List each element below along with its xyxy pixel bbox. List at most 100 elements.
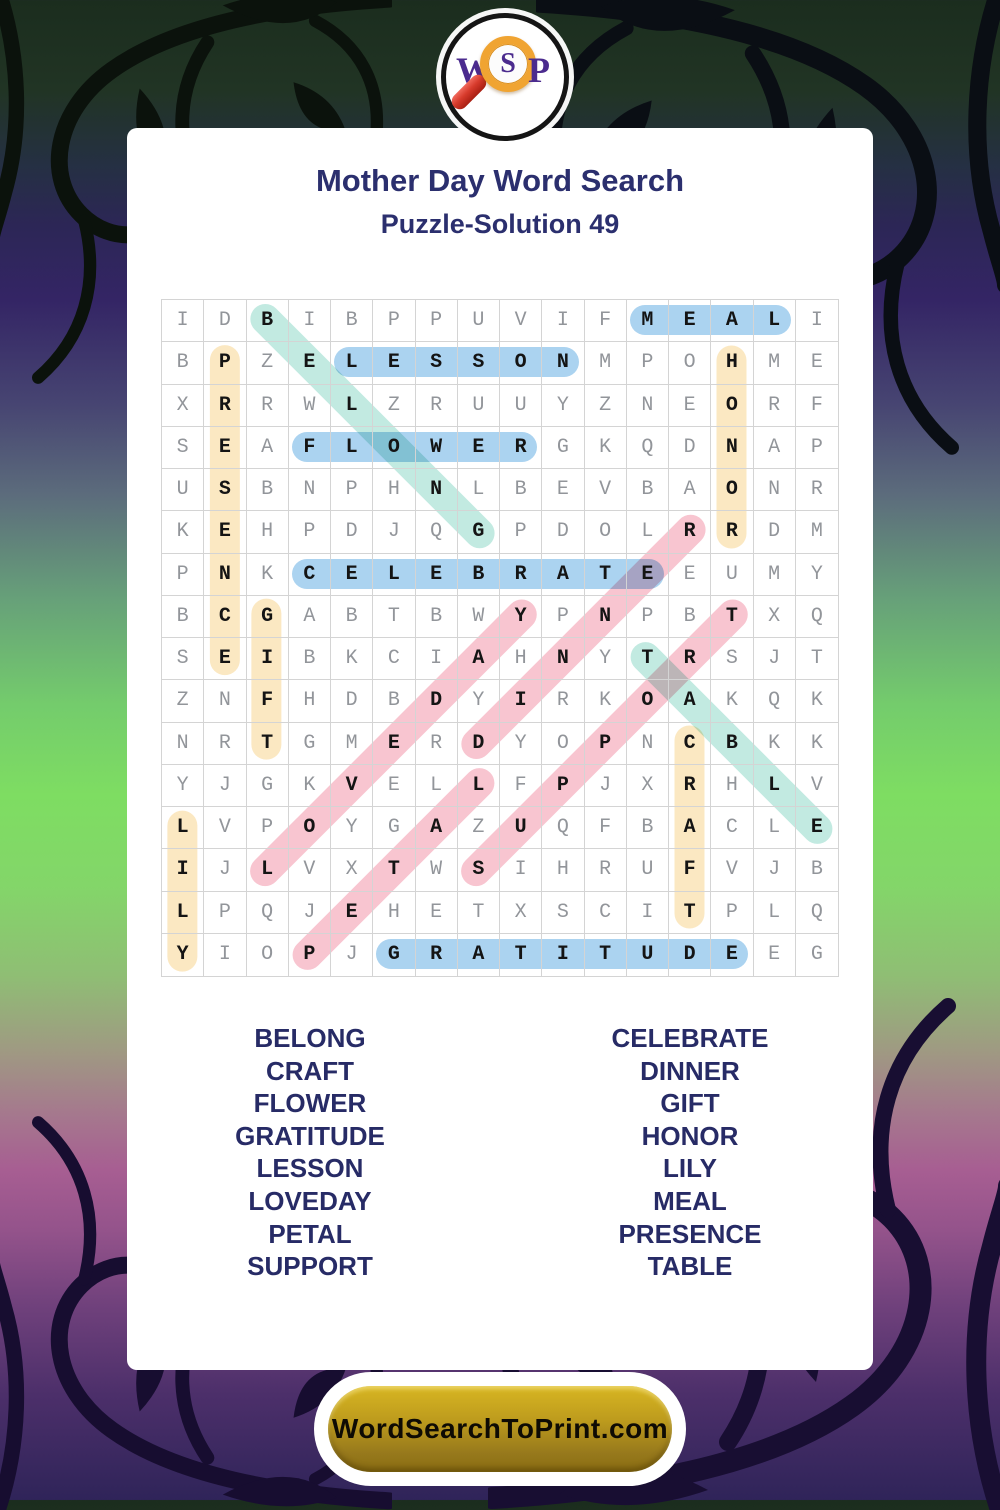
grid-cell: Y bbox=[162, 933, 205, 976]
grid-cell: Z bbox=[457, 807, 500, 850]
grid-cell: A bbox=[711, 300, 754, 343]
grid-cell: K bbox=[246, 553, 289, 596]
grid-cell: L bbox=[753, 764, 796, 807]
grid-cell: Y bbox=[542, 384, 585, 427]
grid-cell: E bbox=[669, 384, 712, 427]
grid-cell: O bbox=[584, 511, 627, 554]
grid-cell: E bbox=[373, 764, 416, 807]
grid-cell: I bbox=[626, 891, 669, 934]
grid-cell: J bbox=[288, 891, 331, 934]
grid-cell: H bbox=[373, 469, 416, 512]
grid-cell: L bbox=[753, 891, 796, 934]
grid-cell: C bbox=[373, 638, 416, 681]
grid-cell: B bbox=[246, 469, 289, 512]
word-list-left: BELONG CRAFT FLOWER GRATITUDE LESSON LOVEDAY P… bbox=[127, 1022, 493, 1283]
grid-cell: Q bbox=[246, 891, 289, 934]
grid-cell: O bbox=[288, 807, 331, 850]
grid-cell: A bbox=[669, 807, 712, 850]
grid-cell: V bbox=[711, 849, 754, 892]
grid-cell: H bbox=[373, 891, 416, 934]
grid-cell: W bbox=[288, 384, 331, 427]
grid-cell: P bbox=[162, 553, 205, 596]
grid-cell: D bbox=[331, 511, 374, 554]
grid-cell: V bbox=[204, 807, 247, 850]
grid-cell: Q bbox=[542, 807, 585, 850]
grid-cell: H bbox=[542, 849, 585, 892]
grid-cell: R bbox=[204, 722, 247, 765]
grid-cell: S bbox=[162, 426, 205, 469]
grid-cell: P bbox=[795, 427, 838, 469]
grid-cell: E bbox=[373, 342, 416, 385]
grid-cell: L bbox=[162, 807, 205, 850]
grid-cell: J bbox=[204, 849, 247, 892]
grid-cell: E bbox=[204, 511, 247, 554]
word-list-item: CRAFT bbox=[265, 1055, 355, 1086]
grid-cell: Z bbox=[246, 342, 289, 385]
grid-cell: P bbox=[626, 342, 669, 385]
grid-cell: Q bbox=[795, 596, 838, 638]
grid-cell: Y bbox=[331, 807, 374, 850]
word-list-item: SUPPORT bbox=[247, 1251, 373, 1282]
grid-cell: P bbox=[542, 595, 585, 638]
magnifier-lens-icon: S bbox=[480, 36, 536, 92]
grid-cell: J bbox=[753, 638, 796, 681]
grid-cell: E bbox=[204, 426, 247, 469]
word-list-item: PRESENCE bbox=[618, 1218, 762, 1249]
grid-cell: C bbox=[711, 807, 754, 850]
grid-cell: B bbox=[626, 807, 669, 850]
grid-cell: N bbox=[584, 595, 627, 638]
grid-cell: G bbox=[810, 943, 823, 967]
grid-cell: N bbox=[204, 680, 247, 723]
grid-cell: M bbox=[753, 553, 796, 596]
grid-cell: F bbox=[246, 680, 289, 723]
grid-cell: U bbox=[711, 553, 754, 596]
grid-cell: T bbox=[373, 849, 416, 892]
grid-cell: A bbox=[542, 553, 585, 596]
grid-cell: T bbox=[626, 638, 669, 681]
grid-cell: L bbox=[753, 807, 796, 850]
grid-cell: K bbox=[331, 638, 374, 681]
grid-cell: B bbox=[162, 342, 205, 385]
grid-cell: C bbox=[584, 891, 627, 934]
grid-cell: F bbox=[584, 807, 627, 850]
grid-cell: A bbox=[246, 426, 289, 469]
grid-cell: E bbox=[669, 553, 712, 596]
grid-cell: P bbox=[288, 511, 331, 554]
grid-cell: F bbox=[288, 426, 331, 469]
grid-cell: R bbox=[246, 384, 289, 427]
grid-cell: A bbox=[753, 426, 796, 469]
grid-cell: K bbox=[584, 680, 627, 723]
grid-cell: R bbox=[416, 933, 458, 976]
grid-cell: J bbox=[331, 933, 374, 976]
grid-cell: A bbox=[457, 638, 500, 681]
grid-cell: U bbox=[457, 300, 500, 343]
grid-cell: N bbox=[711, 426, 754, 469]
word-list-right: CELEBRATE DINNER GIFT HONOR LILY MEAL PRESENCE… bbox=[507, 1022, 873, 1283]
grid-cell: C bbox=[204, 595, 247, 638]
grid-cell: Y bbox=[584, 638, 627, 681]
grid-cell: E bbox=[542, 469, 585, 512]
grid-cell: K bbox=[795, 723, 838, 765]
grid-cell: J bbox=[753, 849, 796, 892]
grid-cell: L bbox=[331, 426, 374, 469]
grid-cell: P bbox=[246, 807, 289, 850]
highlight-pill-gratitude bbox=[376, 938, 749, 969]
grid-cell: T bbox=[711, 595, 754, 638]
grid-cell: G bbox=[373, 807, 416, 850]
grid-cell: B bbox=[795, 849, 838, 892]
grid-cell: O bbox=[711, 469, 754, 512]
grid-cell: D bbox=[669, 933, 712, 976]
word-list-item: TABLE bbox=[647, 1251, 733, 1282]
grid-cell: K bbox=[288, 764, 331, 807]
grid-cell: T bbox=[373, 595, 416, 638]
grid-cell: Z bbox=[373, 384, 416, 427]
grid-cell: Q bbox=[795, 892, 838, 934]
grid-cell: S bbox=[204, 469, 247, 512]
grid-cell: E bbox=[415, 553, 458, 596]
website-button[interactable]: WordSearchToPrint.com bbox=[328, 1386, 672, 1472]
grid-cell: I bbox=[246, 638, 289, 681]
grid-cell: O bbox=[373, 426, 416, 469]
grid-cell: Z bbox=[584, 384, 627, 427]
grid-cell: B bbox=[331, 300, 374, 343]
